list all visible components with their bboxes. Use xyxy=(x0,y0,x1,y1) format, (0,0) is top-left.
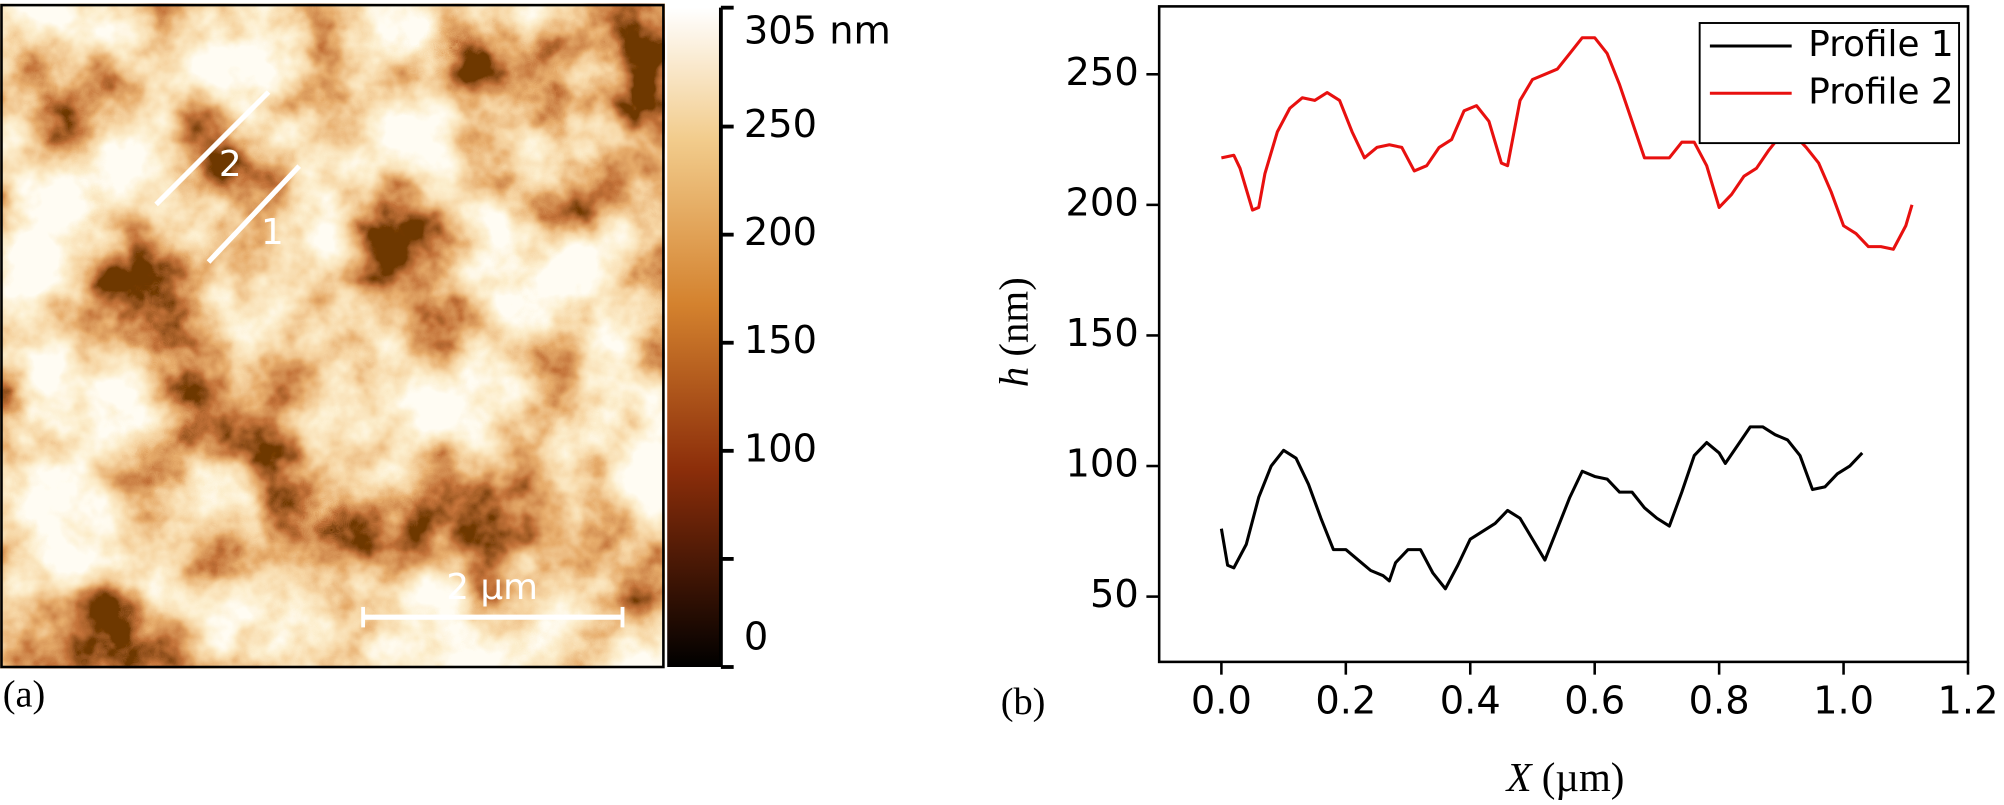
profile-label: 2 xyxy=(219,144,242,185)
panel-label: (b) xyxy=(1001,681,1046,723)
profile-label: 1 xyxy=(261,212,284,253)
afm-image xyxy=(0,3,665,669)
x-tick-label: 0.0 xyxy=(1191,678,1252,723)
x-tick-label: 0.2 xyxy=(1315,678,1376,723)
x-tick-label: 0.6 xyxy=(1564,678,1625,723)
x-label-symbol: X xyxy=(1505,755,1534,800)
y-tick-label: 200 xyxy=(1066,180,1139,225)
colorbar-tick-label: 150 xyxy=(744,318,817,363)
colorbar-tick-label: 250 xyxy=(744,102,817,147)
x-tick-label: 0.4 xyxy=(1440,678,1501,723)
colorbar-tick-label: 200 xyxy=(744,210,817,255)
x-axis-label: X (µm) xyxy=(1505,755,1625,800)
y-axis-label: h (nm) xyxy=(992,277,1037,387)
legend-label: Profile 1 xyxy=(1808,24,1953,65)
profile-line xyxy=(1219,425,1864,591)
plot-frame xyxy=(1157,5,1970,664)
colorbar-tick-label: 0 xyxy=(744,614,768,659)
legend-box xyxy=(1698,22,1961,145)
y-label-symbol: h xyxy=(992,367,1037,387)
y-label-unit: (nm) xyxy=(992,277,1037,356)
profile-line xyxy=(206,164,302,264)
y-tick-label: 50 xyxy=(1090,572,1139,617)
panel-label: (a) xyxy=(3,673,46,715)
y-tick-label: 100 xyxy=(1066,442,1139,487)
y-tick-label: 250 xyxy=(1066,50,1139,95)
colorbar-tick-label: 305 nm xyxy=(744,9,891,54)
x-label-unit: (µm) xyxy=(1542,755,1625,800)
scale-bar-label: 2 µm xyxy=(446,567,538,608)
colorbar xyxy=(667,7,720,667)
profile-line xyxy=(154,90,271,207)
colorbar-tick-label: 100 xyxy=(744,426,817,471)
legend-label: Profile 2 xyxy=(1808,71,1953,112)
x-tick-label: 0.8 xyxy=(1689,678,1750,723)
x-tick-label: 1.2 xyxy=(1938,678,1999,723)
y-tick-label: 150 xyxy=(1066,311,1139,356)
image-frame xyxy=(0,3,665,669)
x-tick-label: 1.0 xyxy=(1813,678,1874,723)
